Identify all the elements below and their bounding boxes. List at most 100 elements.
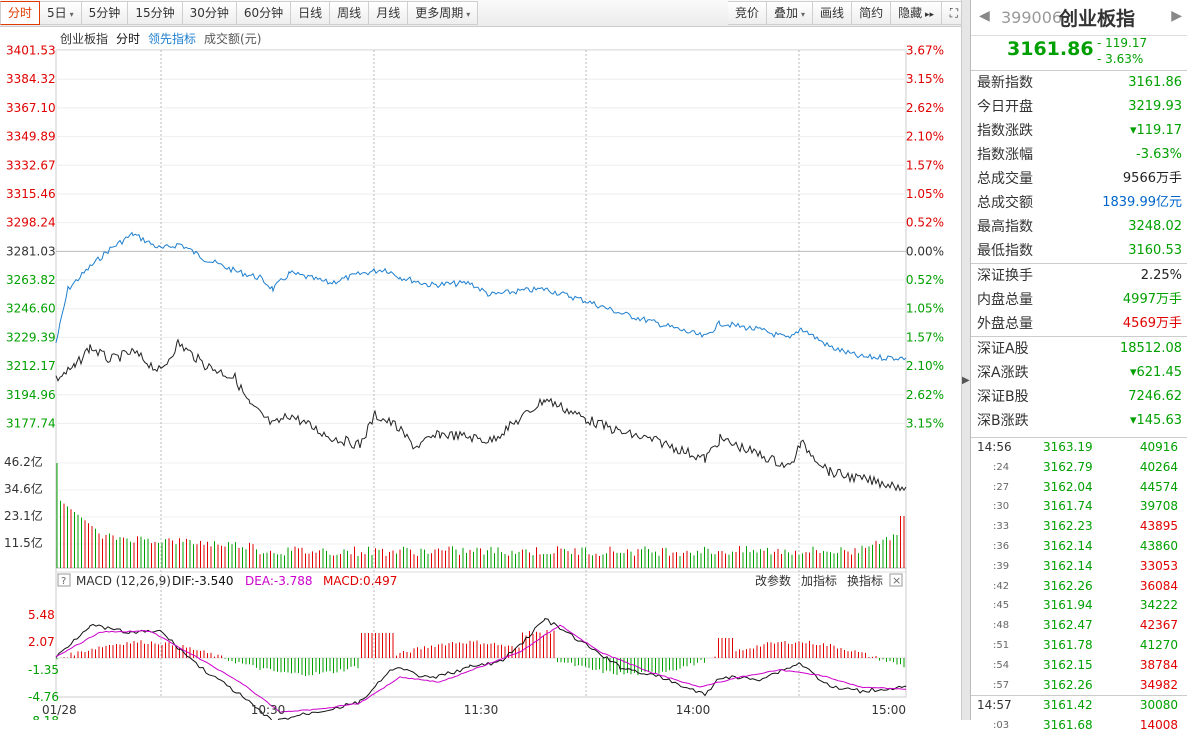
toolbar-button-left-7[interactable]: 周线: [330, 1, 370, 25]
quote-row: 深证B股 7246.62: [971, 385, 1187, 409]
toolbar-button-left-5[interactable]: 60分钟: [236, 1, 292, 25]
close-icon[interactable]: [889, 573, 903, 587]
toolbar-button-right-0[interactable]: 竞价: [728, 1, 768, 25]
price-axis-label: 3332.67: [6, 158, 56, 172]
quote-row-label: 指数涨跌: [977, 123, 1033, 139]
quote-row-label: 总成交额: [977, 195, 1033, 211]
tick-price: 3161.94: [1043, 598, 1093, 613]
tick-time: :48: [993, 620, 1010, 632]
quote-row: 最高指数 3248.02: [971, 215, 1187, 239]
toolbar-button-label: 隐藏: [898, 6, 923, 20]
legend-mode: 分时: [116, 32, 141, 46]
toolbar-button-left-0[interactable]: 分时: [0, 1, 41, 25]
toolbar-button-right-3[interactable]: 简约: [852, 1, 892, 25]
legend-lead-indicator[interactable]: 领先指标: [148, 32, 197, 46]
quote-row-label: 深证A股: [977, 341, 1029, 357]
toolbar-button-left-9[interactable]: 更多周期 ▾: [408, 1, 479, 25]
pct-axis-label: 3.15%: [906, 72, 944, 86]
legend-volume: 成交额(元): [204, 32, 262, 46]
toolbar-button-left-2[interactable]: 5分钟: [81, 1, 129, 25]
macd-change-params-button[interactable]: 改参数: [755, 573, 791, 588]
tick-time: 14:57: [977, 698, 1012, 713]
toolbar-button-label: 更多周期: [415, 6, 464, 20]
toolbar-button-label: 叠加: [774, 6, 799, 20]
toolbar-button-right-1[interactable]: 叠加 ▾: [767, 1, 814, 25]
tick-price: 3162.15: [1043, 657, 1093, 672]
tick-time: :39: [993, 560, 1010, 572]
tick-row: :33 3162.23 43895: [971, 517, 1187, 537]
macd-dea-line: [55, 624, 907, 713]
intraday-chart[interactable]: 3401.53 3.67% 3384.32 3.15% 3367.10 2.62% 3349…: [0, 27, 967, 729]
tick-volume: 36084: [1139, 578, 1178, 593]
toolbar-button-right-2[interactable]: 画线: [813, 1, 853, 25]
quote-row: 指数涨幅 -3.63%: [971, 143, 1187, 167]
toolbar-button-label: 简约: [859, 6, 884, 20]
price-axis-label: 3177.74: [6, 417, 56, 431]
prev-stock-icon[interactable]: ◀: [979, 8, 990, 24]
quote-row-label: 深证换手: [977, 268, 1033, 284]
tick-volume: 38784: [1139, 657, 1178, 672]
macd-add-indicator-button[interactable]: 加指标: [801, 573, 837, 588]
tick-row: :03 3161.68 14008: [971, 716, 1187, 736]
tick-time: :45: [993, 600, 1010, 612]
price-axis-label: 3315.46: [6, 187, 56, 201]
tick-row: :27 3162.04 44574: [971, 478, 1187, 498]
quote-row-value: -3.63%: [1136, 147, 1182, 162]
tick-row: :24 3162.79 40264: [971, 458, 1187, 478]
tick-time: :30: [993, 501, 1010, 513]
tick-time: :42: [993, 580, 1010, 592]
tick-row: 14:56 3163.19 40916: [971, 438, 1187, 458]
tick-price: 3162.14: [1043, 558, 1093, 573]
volume-axis-label: 11.5亿: [4, 535, 43, 550]
macd-switch-indicator-button[interactable]: 换指标: [847, 573, 883, 588]
quote-row: 总成交量 9566万手: [971, 167, 1187, 191]
quote-row-label: 最高指数: [977, 219, 1033, 235]
quote-row-value: ▾119.17: [1129, 123, 1182, 138]
quote-row-value: 7246.62: [1128, 389, 1182, 404]
toolbar-button-label: 5分钟: [88, 6, 121, 20]
toolbar-button-left-6[interactable]: 日线: [291, 1, 331, 25]
price-axis-label: 3281.03: [6, 244, 56, 258]
pct-axis-label: 3.67%: [906, 44, 944, 58]
toolbar-button-right-4[interactable]: 隐藏 ▸▸: [891, 1, 942, 25]
toolbar-button-label: 60分钟: [243, 6, 284, 20]
quote-row-label: 深B涨跌: [977, 413, 1029, 429]
price-axis-label: 3212.17: [6, 359, 56, 373]
period-tabs: 分时 5日 ▾ 5分钟 15分钟 30分钟 60分钟 日线 周线 月线 更多周期 ▾: [0, 1, 479, 25]
quote-row-value: 3161.86: [1128, 75, 1182, 90]
toolbar-button-left-4[interactable]: 30分钟: [182, 1, 237, 25]
tick-time: :57: [993, 679, 1010, 691]
next-stock-icon[interactable]: ▶: [1171, 8, 1182, 24]
quote-row: 总成交额 1839.99亿元: [971, 191, 1187, 215]
quote-row: 外盘总量 4569万手: [971, 312, 1187, 336]
toolbar-button-label: 竞价: [735, 6, 760, 20]
collapse-arrow-icon[interactable]: ▶: [962, 375, 970, 386]
tick-price: 3162.23: [1043, 519, 1093, 534]
volume-axis-label: 23.1亿: [4, 508, 43, 523]
tick-volume: 44574: [1139, 479, 1178, 494]
macd-dif: DIF:-3.540: [172, 574, 233, 588]
toolbar-button-left-8[interactable]: 月线: [369, 1, 409, 25]
toolbar-button-left-3[interactable]: 15分钟: [128, 1, 183, 25]
tick-list[interactable]: 14:56 3163.19 40916:24 3162.79 40264:27 3162.…: [971, 437, 1187, 736]
toolbar-button-label: 5日: [47, 6, 67, 20]
price-axis-label: 3229.39: [6, 330, 56, 344]
quote-rows-main: 最新指数 3161.86 今日开盘 3219.93 指数涨跌 ▾119.17 指数涨幅 -3.…: [971, 71, 1187, 263]
chart-area[interactable]: 3401.53 3.67% 3384.32 3.15% 3367.10 2.62% 3349…: [0, 27, 967, 729]
toolbar-button-label: 周线: [337, 6, 362, 20]
pct-axis-label: 2.10%: [906, 130, 944, 144]
panel-divider[interactable]: [961, 0, 970, 720]
chart-toolbar: 分时 5日 ▾ 5分钟 15分钟 30分钟 60分钟 日线 周线 月线 更多周期 ▾ 竞价 叠加 ▾ 画线简…: [0, 0, 967, 27]
tick-price: 3162.26: [1043, 677, 1093, 692]
volume-axis-label: 46.2亿: [4, 454, 43, 469]
quote-row: 最新指数 3161.86: [971, 71, 1187, 95]
macd-axis-label: -4.76: [28, 690, 59, 704]
macd-dif-line: [55, 618, 907, 724]
tick-price: 3162.14: [1043, 538, 1093, 553]
quote-row-label: 最低指数: [977, 243, 1033, 259]
lead-indicator-line: [55, 338, 907, 492]
quote-row-label: 深A涨跌: [977, 365, 1029, 381]
toolbar-button-left-1[interactable]: 5日 ▾: [40, 1, 82, 25]
double-right-arrow-icon: ▸▸: [922, 10, 934, 20]
tick-price: 3162.79: [1043, 459, 1093, 474]
